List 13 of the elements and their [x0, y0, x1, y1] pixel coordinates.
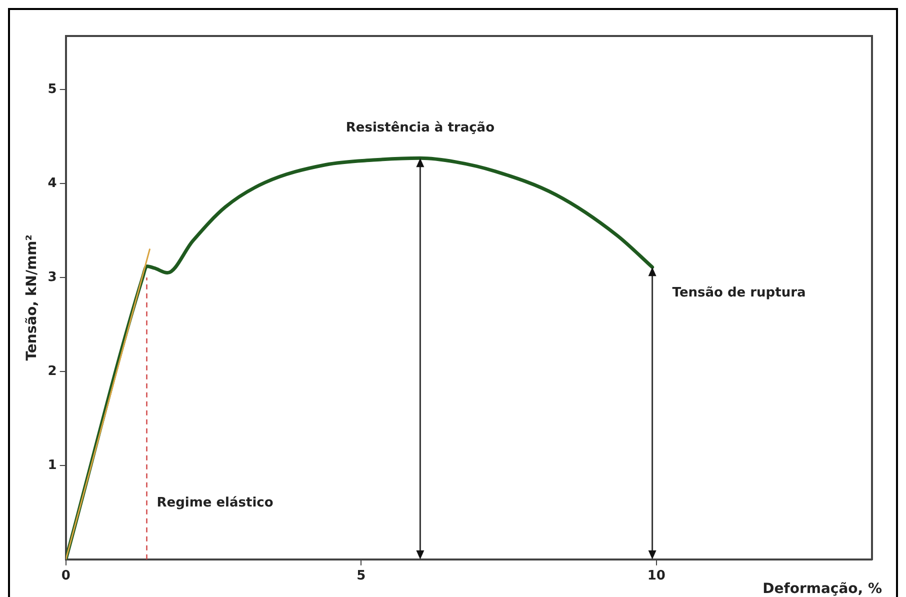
- x-tick-label: 5: [356, 568, 366, 584]
- y-tick-label: 2: [48, 364, 57, 379]
- y-tick-label: 3: [48, 270, 57, 285]
- y-axis-title: Tensão, kN/mm²: [24, 234, 40, 361]
- x-tick-label: 0: [61, 568, 70, 584]
- annotation: Resistência à tração: [346, 120, 495, 136]
- y-tick-label: 5: [48, 82, 57, 97]
- y-tick-label: 4: [48, 176, 57, 191]
- y-tick-label: 1: [48, 458, 57, 473]
- annotation: Tensão de ruptura: [672, 286, 806, 301]
- x-axis-title: Deformação, %: [762, 581, 882, 597]
- ref-line-label: Regime elástico: [156, 495, 274, 510]
- x-tick-label: 10: [647, 568, 666, 584]
